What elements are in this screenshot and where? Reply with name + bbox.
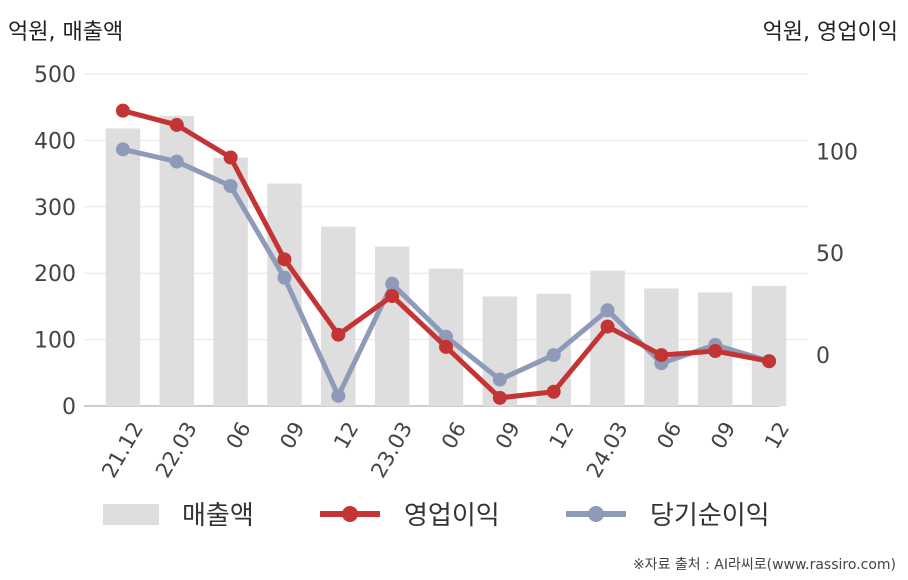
- legend-marker-net-income: [588, 506, 604, 522]
- source-note: ※자료 출처 : AI라씨로(www.rassiro.com): [632, 557, 896, 573]
- left-y-tick-label: 300: [34, 196, 76, 221]
- operating-profit-point: [654, 348, 669, 363]
- revenue-bar: [213, 157, 248, 406]
- operating-profit-point: [169, 117, 184, 132]
- right-y-tick-label: 0: [816, 344, 830, 369]
- revenue-bar: [105, 128, 141, 406]
- operating-profit-point: [546, 384, 561, 399]
- legend-label-operating-profit: 영업이익: [404, 501, 500, 531]
- operating-profit-point: [600, 319, 615, 334]
- operating-profit-point: [385, 289, 400, 304]
- x-tick-label: 24.03: [582, 418, 633, 482]
- net-income-point: [385, 276, 400, 291]
- net-income-point: [331, 388, 346, 403]
- x-tick-label: 22.03: [151, 418, 202, 482]
- right-axis-unit-label: 억원, 영업이익: [762, 20, 898, 45]
- left-y-tick-label: 100: [34, 329, 76, 354]
- net-income-point: [223, 179, 238, 194]
- net-income-point: [546, 348, 561, 363]
- net-income-point: [600, 303, 615, 318]
- net-income-point: [277, 270, 292, 285]
- operating-profit-point: [115, 103, 130, 118]
- revenue-bars: [105, 115, 787, 406]
- legend-label-net-income: 당기순이익: [650, 501, 770, 531]
- operating-profit-point: [708, 344, 723, 359]
- operating-profit-point: [331, 327, 346, 342]
- net-income-point: [115, 142, 130, 157]
- right-y-ticks: 0 50 100: [816, 140, 858, 369]
- left-y-tick-label: 0: [62, 395, 76, 420]
- left-y-tick-label: 200: [34, 262, 76, 287]
- x-tick-label: 09: [491, 418, 525, 453]
- left-axis-unit-label: 억원, 매출액: [8, 20, 124, 45]
- revenue-bar: [374, 246, 410, 406]
- legend-label-revenue: 매출액: [182, 501, 254, 531]
- left-y-tick-label: 500: [34, 63, 76, 88]
- revenue-bar: [267, 183, 302, 406]
- right-y-tick-label: 100: [816, 140, 858, 165]
- x-tick-label: 06: [652, 418, 686, 453]
- x-tick-label: 12: [545, 418, 579, 453]
- net-income-point: [169, 154, 184, 169]
- x-tick-label: 09: [275, 418, 309, 453]
- operating-profit-point: [223, 150, 238, 165]
- x-tick-label: 12: [760, 418, 794, 453]
- x-tick-label: 12: [329, 418, 363, 453]
- profit-lines: [115, 103, 777, 405]
- net-income-point: [492, 372, 507, 387]
- x-tick-label: 06: [437, 418, 471, 453]
- x-tick-label: 21.12: [97, 418, 148, 482]
- x-tick-label: 06: [222, 418, 256, 453]
- operating-profit-point: [277, 252, 292, 267]
- revenue-bar: [751, 285, 787, 406]
- legend-marker-operating-profit: [342, 506, 358, 522]
- operating-profit-point: [492, 390, 507, 405]
- legend-swatch-revenue: [103, 504, 159, 525]
- operating-profit-point: [439, 339, 453, 354]
- x-tick-label: 23.03: [366, 418, 417, 482]
- left-y-ticks: 0 100 200 300 400 500: [34, 63, 76, 420]
- legend: 매출액 영업이익 당기순이익: [103, 501, 770, 531]
- x-tick-label: 09: [706, 418, 740, 453]
- left-y-tick-label: 400: [34, 129, 76, 154]
- right-y-tick-label: 50: [816, 242, 844, 267]
- operating-profit-point: [762, 354, 777, 369]
- x-ticks: 21.12 22.03 06 09 12 23.03 06 09 12 24.03 06 09 12: [97, 418, 794, 482]
